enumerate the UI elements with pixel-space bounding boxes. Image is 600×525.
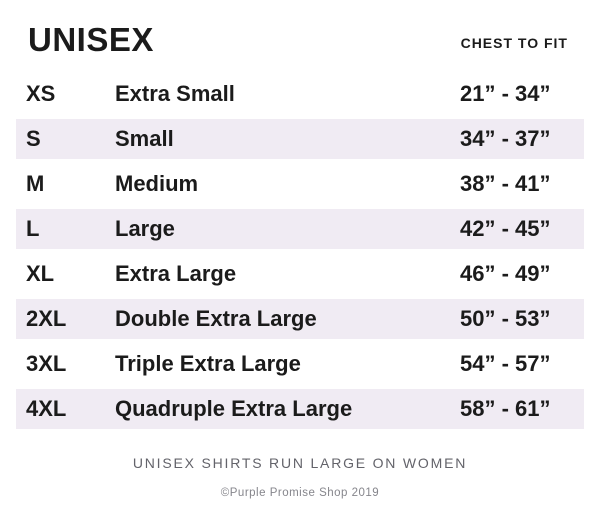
chest-range: 50” - 53”: [460, 306, 551, 331]
size-code: 2XL: [26, 306, 67, 331]
chest-range: 58” - 61”: [460, 396, 551, 421]
table-row-3xl: 3XL Triple Extra Large 54” - 57”: [16, 344, 584, 384]
size-name: Medium: [115, 171, 199, 196]
size-code: 3XL: [26, 351, 67, 376]
size-name: Quadruple Extra Large: [115, 396, 353, 421]
table-row-2xl: 2XL Double Extra Large 50” - 53”: [16, 299, 584, 339]
size-name: Small: [115, 126, 174, 151]
size-code: 4XL: [26, 396, 67, 421]
size-name: Extra Small: [115, 81, 235, 106]
table-row-s: S Small 34” - 37”: [16, 119, 584, 159]
size-name: Double Extra Large: [115, 306, 317, 331]
size-name: Large: [115, 216, 175, 241]
table-row-l: L Large 42” - 45”: [16, 209, 584, 249]
chest-range: 54” - 57”: [460, 351, 551, 376]
copyright-text: ©Purple Promise Shop 2019: [220, 487, 380, 499]
table-row-xs: XS Extra Small 21” - 34”: [16, 74, 584, 114]
size-name: Extra Large: [115, 261, 237, 286]
size-code: XS: [26, 81, 56, 106]
fit-note: UNISEX SHIRTS RUN LARGE ON WOMEN: [132, 455, 468, 471]
size-table: XS Extra Small 21” - 34” S Small 34” - 3…: [16, 74, 584, 429]
chest-to-fit-column-header: CHEST TO FIT: [460, 35, 568, 51]
table-row-4xl: 4XL Quadruple Extra Large 58” - 61”: [16, 389, 584, 429]
chest-range: 21” - 34”: [460, 81, 551, 106]
chart-header: UNISEX CHEST TO FIT: [16, 0, 584, 74]
table-row-m: M Medium 38” - 41”: [16, 164, 584, 204]
chest-range: 38” - 41”: [460, 171, 551, 196]
size-code: S: [26, 126, 41, 151]
size-code: L: [26, 216, 40, 241]
page-title: UNISEX: [28, 21, 154, 58]
table-row-xl: XL Extra Large 46” - 49”: [16, 254, 584, 294]
size-code: M: [26, 171, 45, 196]
size-name: Triple Extra Large: [115, 351, 301, 376]
chest-range: 42” - 45”: [460, 216, 551, 241]
chest-range: 34” - 37”: [460, 126, 551, 151]
chest-range: 46” - 49”: [460, 261, 551, 286]
size-code: XL: [26, 261, 55, 286]
